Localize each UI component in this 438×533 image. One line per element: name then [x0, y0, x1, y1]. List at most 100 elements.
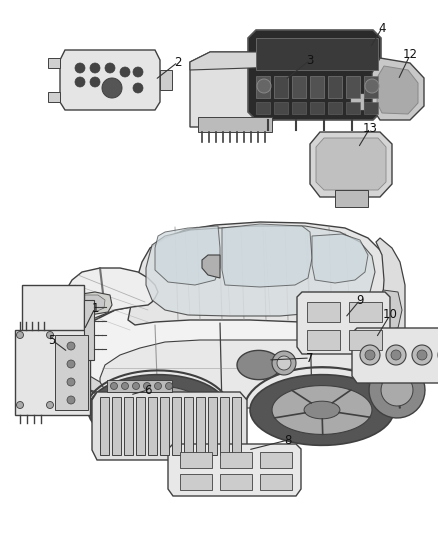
Polygon shape: [219, 474, 251, 490]
Circle shape: [67, 396, 75, 404]
Circle shape: [359, 345, 379, 365]
Polygon shape: [190, 52, 279, 127]
Circle shape: [90, 63, 100, 73]
Polygon shape: [65, 300, 404, 405]
Polygon shape: [273, 102, 287, 114]
Polygon shape: [219, 452, 251, 468]
Polygon shape: [363, 76, 377, 98]
Polygon shape: [140, 401, 176, 419]
Polygon shape: [88, 375, 227, 446]
Polygon shape: [327, 102, 341, 114]
Polygon shape: [255, 76, 269, 98]
Circle shape: [67, 378, 75, 386]
Circle shape: [67, 342, 75, 350]
Text: 4: 4: [378, 21, 385, 35]
Circle shape: [102, 78, 122, 98]
Polygon shape: [107, 380, 172, 392]
Polygon shape: [376, 66, 417, 114]
Circle shape: [143, 383, 150, 390]
Polygon shape: [124, 397, 133, 455]
Polygon shape: [309, 102, 323, 114]
Circle shape: [437, 345, 438, 365]
Polygon shape: [345, 102, 359, 114]
Polygon shape: [291, 76, 305, 98]
Polygon shape: [222, 224, 311, 287]
Polygon shape: [208, 397, 216, 455]
Text: 2: 2: [174, 55, 181, 69]
Circle shape: [121, 383, 128, 390]
Polygon shape: [363, 102, 377, 114]
Text: 8: 8: [284, 433, 291, 447]
Circle shape: [46, 401, 53, 408]
Polygon shape: [172, 397, 180, 455]
Polygon shape: [184, 397, 193, 455]
Polygon shape: [259, 452, 291, 468]
Polygon shape: [110, 386, 205, 434]
Bar: [58, 376, 84, 389]
Polygon shape: [48, 58, 60, 68]
Circle shape: [165, 383, 172, 390]
Polygon shape: [64, 305, 82, 374]
Polygon shape: [309, 76, 323, 98]
Polygon shape: [348, 302, 381, 322]
Circle shape: [46, 332, 53, 338]
Polygon shape: [155, 226, 219, 285]
Circle shape: [416, 350, 426, 360]
Circle shape: [120, 67, 130, 77]
Circle shape: [17, 332, 24, 338]
Polygon shape: [63, 268, 158, 355]
Polygon shape: [92, 392, 247, 460]
Bar: [58, 340, 84, 353]
Circle shape: [105, 63, 115, 73]
Circle shape: [75, 77, 85, 87]
Polygon shape: [60, 352, 105, 393]
Polygon shape: [201, 255, 219, 278]
Polygon shape: [180, 452, 212, 468]
Polygon shape: [309, 132, 391, 197]
Polygon shape: [219, 397, 229, 455]
Polygon shape: [128, 222, 399, 340]
Polygon shape: [315, 138, 385, 190]
Polygon shape: [65, 292, 112, 315]
Polygon shape: [168, 444, 300, 496]
Polygon shape: [368, 362, 424, 418]
Polygon shape: [112, 397, 121, 455]
Text: 13: 13: [362, 122, 377, 134]
Polygon shape: [15, 330, 90, 415]
Circle shape: [110, 383, 117, 390]
Polygon shape: [297, 292, 389, 354]
Polygon shape: [306, 330, 339, 350]
Polygon shape: [48, 92, 60, 102]
Polygon shape: [374, 238, 404, 368]
Circle shape: [390, 350, 400, 360]
Text: 6: 6: [144, 384, 152, 397]
Circle shape: [364, 79, 378, 93]
Polygon shape: [84, 300, 94, 360]
Polygon shape: [273, 76, 287, 98]
Polygon shape: [250, 375, 393, 446]
Polygon shape: [159, 70, 172, 90]
Text: 10: 10: [381, 309, 396, 321]
Polygon shape: [100, 397, 109, 455]
Circle shape: [132, 383, 139, 390]
Polygon shape: [255, 102, 269, 114]
Polygon shape: [259, 474, 291, 490]
Polygon shape: [311, 234, 367, 283]
Polygon shape: [22, 285, 84, 375]
Polygon shape: [272, 385, 371, 434]
Circle shape: [364, 350, 374, 360]
Polygon shape: [380, 374, 412, 406]
Polygon shape: [237, 350, 280, 379]
Circle shape: [154, 383, 161, 390]
Polygon shape: [100, 340, 399, 408]
Bar: [58, 394, 84, 407]
Circle shape: [67, 360, 75, 368]
Polygon shape: [195, 397, 205, 455]
Polygon shape: [345, 76, 359, 98]
Polygon shape: [60, 50, 159, 110]
Text: 7: 7: [306, 351, 313, 365]
Polygon shape: [379, 290, 401, 330]
Text: 1: 1: [91, 302, 99, 314]
Polygon shape: [159, 397, 169, 455]
Polygon shape: [255, 38, 377, 70]
